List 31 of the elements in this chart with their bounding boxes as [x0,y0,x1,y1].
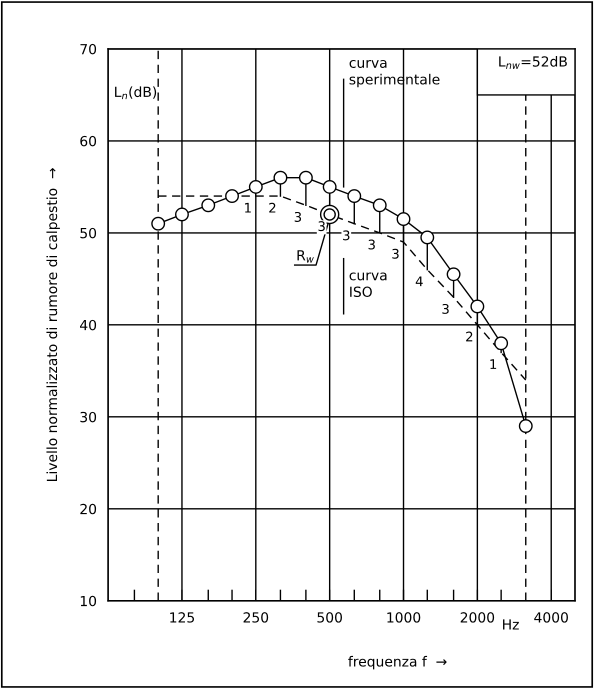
x-tick-label: 1000 [387,612,420,623]
y-tick-label: 70 [80,44,96,54]
x-axis-title: frequenza f → [348,656,447,670]
annotation: 3 [368,240,375,250]
y-tick-label: 40 [80,320,96,330]
y-tick-label: 50 [80,228,96,238]
annotation: 3 [442,304,449,314]
annotation: 3 [294,212,302,222]
annotation: L$_{nw}$=52dB [499,56,567,69]
text: Hz [503,619,519,630]
x-tick-label: 125 [170,612,194,623]
x-tick-label: 500 [317,612,342,623]
annotation: L$_{n}$(dB) [115,86,156,100]
y-axis-title: Livello normalizzato di rumore di calpestio → [46,168,60,481]
y-tick-label: 20 [80,504,96,514]
annotation: 3 [392,248,399,259]
text: curva ISO [350,272,386,298]
annotation: 3 [318,221,325,232]
y-tick-label: 10 [80,596,96,606]
annotation: 1 [490,359,496,369]
x-tick-label: 4000 [534,612,568,623]
x-tick-label: 2000 [460,612,494,623]
annotation: 3 [343,230,350,240]
annotation: 4 [416,276,423,286]
annotation: 2 [269,202,276,213]
annotation: 2 [466,332,472,342]
x-tick-label: 250 [244,612,268,623]
annotation: R$_{w}$ [297,250,314,263]
y-tick-label: 60 [80,136,96,146]
annotation: 1 [245,202,251,213]
y-tick-label: 30 [80,412,96,422]
